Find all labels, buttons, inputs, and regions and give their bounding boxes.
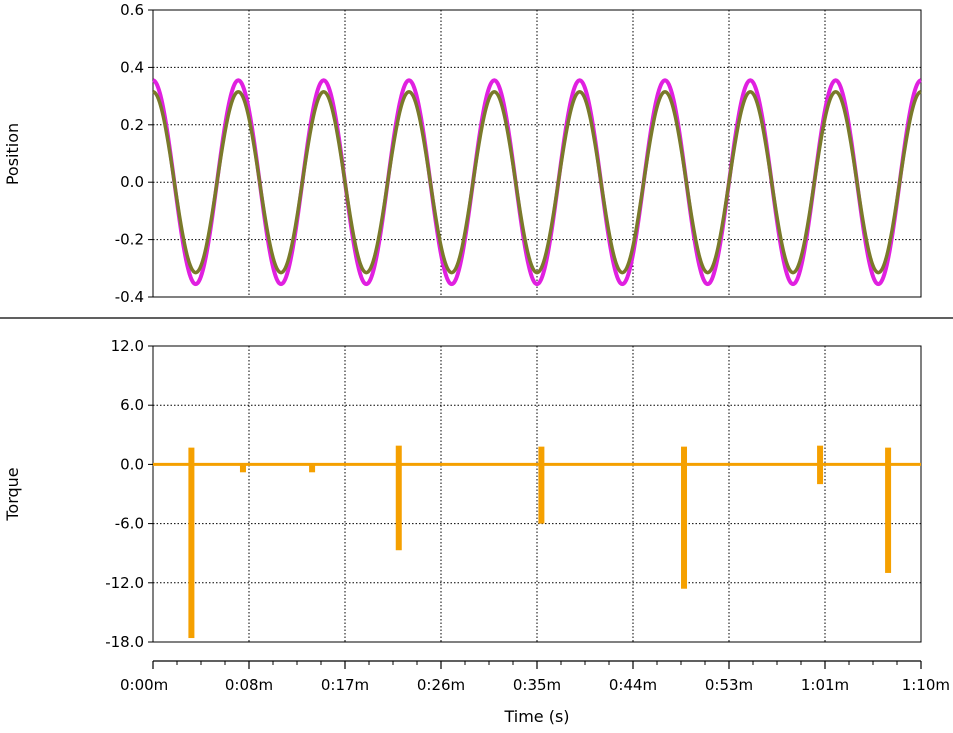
torque-spike: [538, 446, 545, 524]
time-tick-label: 0:00m: [120, 676, 168, 694]
time-tick-label: 0:53m: [705, 676, 753, 694]
time-tick-label: 0:35m: [513, 676, 561, 694]
position-ytick-label: 0.0: [120, 173, 144, 191]
torque-axis-title: Torque: [3, 467, 22, 521]
time-tick-label: 1:10m: [902, 676, 950, 694]
position-ytick-label: -0.2: [115, 231, 144, 249]
position-series-2-line: [152, 90, 922, 275]
torque-spike: [885, 447, 892, 573]
torque-spike: [817, 445, 824, 485]
torque-ytick-label: 0.0: [120, 455, 144, 473]
torque-spike: [395, 445, 402, 551]
time-tick-label: 1:01m: [801, 676, 849, 694]
time-tick-label: 0:44m: [609, 676, 657, 694]
time-tick-label: 0:26m: [417, 676, 465, 694]
torque-ytick-label: 6.0: [120, 396, 144, 414]
position-ytick-label: 0.6: [120, 1, 144, 19]
position-panel: Position 0.6 0.4 0.2 0.0 -0.2 -0.4: [3, 1, 923, 306]
torque-panel: Torque 12.0 6.0 0.0 -6.0 -12.0 -18.0: [3, 337, 922, 651]
torque-spike: [309, 464, 316, 473]
time-tick-label: 0:17m: [321, 676, 369, 694]
torque-ytick-label: 12.0: [111, 337, 144, 355]
time-axis: 0:00m 0:08m 0:17m 0:26m 0:35m 0:44m 0:53m 1:01m…: [120, 660, 950, 726]
position-ytick-label: 0.2: [120, 116, 144, 134]
torque-spike: [188, 447, 195, 639]
torque-spike: [681, 446, 688, 589]
position-ytick-label: 0.4: [120, 58, 144, 76]
time-axis-title: Time (s): [503, 707, 569, 726]
position-series-1-line: [151, 78, 923, 287]
torque-ytick-label: -6.0: [115, 515, 144, 533]
torque-ytick-label: -12.0: [105, 574, 144, 592]
torque-spike: [239, 464, 246, 473]
time-tick-label: 0:08m: [225, 676, 273, 694]
position-ytick-label: -0.4: [115, 288, 144, 306]
position-axis-title: Position: [3, 123, 22, 185]
torque-ytick-label: -18.0: [105, 633, 144, 651]
